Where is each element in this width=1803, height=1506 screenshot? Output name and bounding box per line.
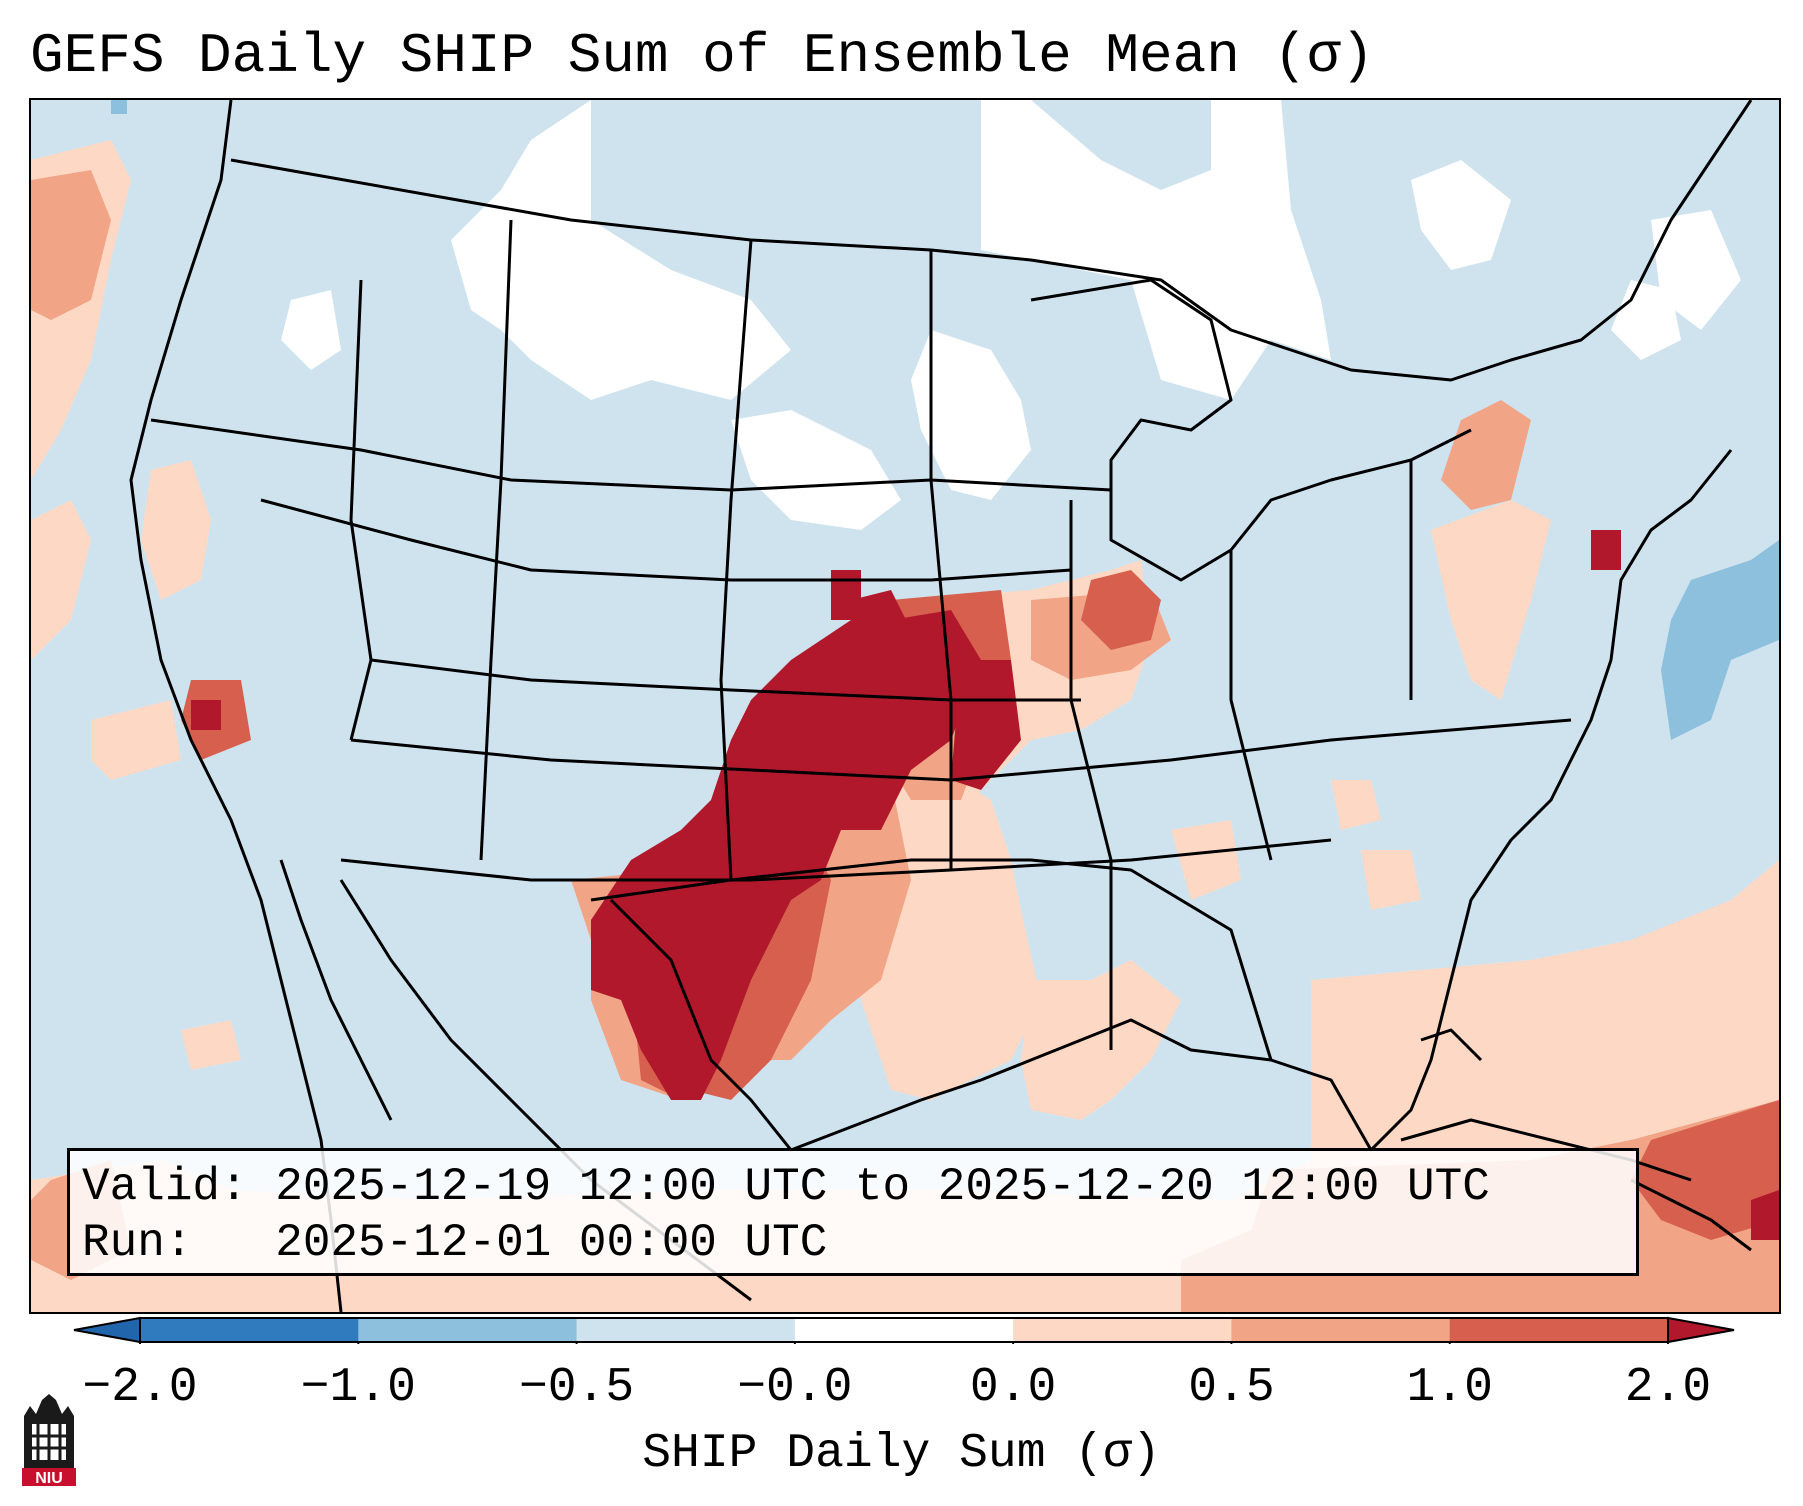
page-title: GEFS Daily SHIP Sum of Ensemble Mean (σ) — [30, 24, 1375, 88]
near-zero-areas — [281, 100, 1741, 530]
colorbar-segment — [140, 1318, 359, 1342]
niu-logo: NIU — [22, 1394, 76, 1486]
colorbar-tick-label: 2.0 — [1624, 1361, 1712, 1415]
colorbar-tick-label: 0.5 — [1188, 1361, 1275, 1415]
valid-run-info-box: Valid: 2025-12-19 12:00 UTC to 2025-12-2… — [67, 1148, 1639, 1276]
colorbar-label: SHIP Daily Sum (σ) — [642, 1427, 1161, 1481]
colorbar-tick-label: 1.0 — [1406, 1361, 1493, 1415]
boundaries — [129, 100, 1753, 1312]
positive-anomaly-max — [191, 530, 1779, 1240]
colorbar-extend-low — [73, 1316, 141, 1344]
colorbar-tick-label: 0.0 — [969, 1361, 1057, 1415]
colorbar-segment — [794, 1318, 1014, 1342]
colorbar-segment — [1013, 1318, 1232, 1342]
logo-text: NIU — [35, 1470, 63, 1486]
colorbar-tick-label: −2.0 — [82, 1361, 198, 1415]
colorbar-extend-high — [1667, 1316, 1735, 1344]
negative-anomaly-patch — [111, 100, 1779, 740]
colorbar-segment — [1449, 1318, 1669, 1342]
colorbar — [73, 1316, 1735, 1344]
colorbar-tick-label: −0.0 — [737, 1361, 853, 1415]
colorbar-segment — [358, 1318, 578, 1342]
colorbar-tick-label: −0.5 — [518, 1361, 635, 1415]
map-canvas — [31, 100, 1779, 1312]
valid-time-text: Valid: 2025-12-19 12:00 UTC to 2025-12-2… — [82, 1161, 1490, 1213]
colorbar-tick-label: −1.0 — [300, 1361, 416, 1415]
colorbar-segment — [576, 1318, 796, 1342]
run-time-text: Run: 2025-12-01 00:00 UTC — [82, 1217, 828, 1269]
map-panel: Valid: 2025-12-19 12:00 UTC to 2025-12-2… — [29, 98, 1781, 1314]
colorbar-segment — [1231, 1318, 1451, 1342]
